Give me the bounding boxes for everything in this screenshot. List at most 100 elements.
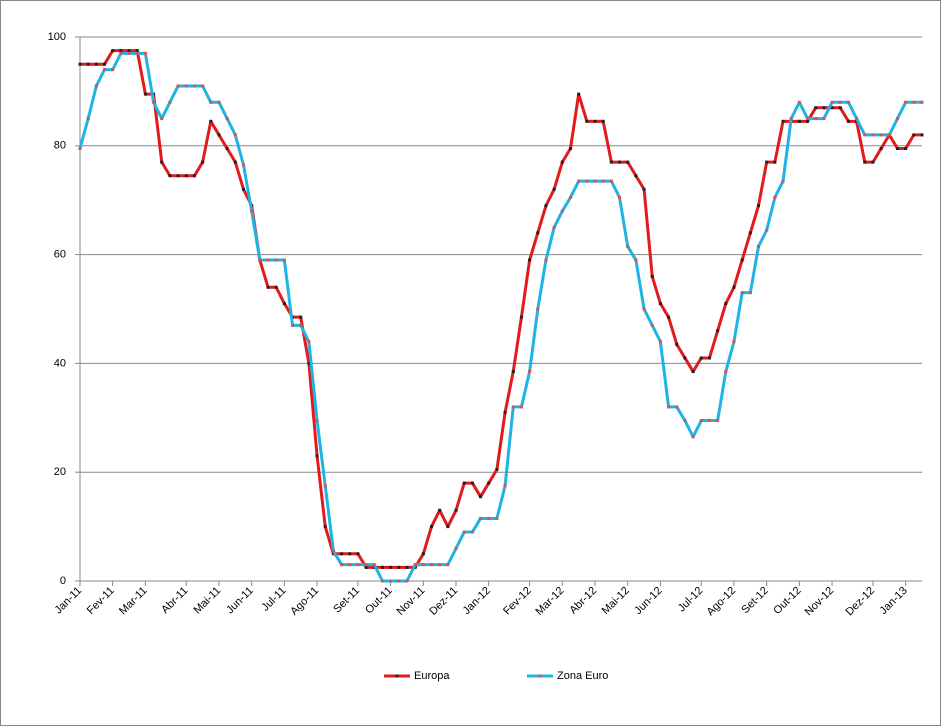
marker <box>94 62 98 66</box>
marker <box>830 106 834 110</box>
marker <box>822 106 826 110</box>
marker <box>299 315 303 319</box>
marker <box>372 563 376 567</box>
marker <box>658 340 662 344</box>
marker <box>266 285 270 289</box>
marker <box>274 285 278 289</box>
marker <box>479 516 483 520</box>
marker <box>78 62 82 66</box>
marker <box>806 117 810 121</box>
marker <box>389 565 393 569</box>
marker <box>430 563 434 567</box>
marker <box>192 84 196 88</box>
marker <box>560 160 564 164</box>
legend-label: Zona Euro <box>557 670 608 682</box>
marker <box>560 209 564 213</box>
marker <box>176 174 180 178</box>
y-tick-label: 60 <box>54 249 66 261</box>
marker <box>716 329 720 333</box>
marker <box>421 563 425 567</box>
y-tick-label: 0 <box>60 575 66 587</box>
marker <box>323 525 327 529</box>
marker <box>601 119 605 123</box>
marker <box>806 119 810 123</box>
marker <box>814 106 818 110</box>
marker <box>536 231 540 235</box>
marker <box>650 274 654 278</box>
legend-label: Europa <box>414 670 450 682</box>
marker <box>348 563 352 567</box>
marker <box>707 356 711 360</box>
marker <box>446 525 450 529</box>
marker <box>920 100 924 104</box>
marker <box>315 419 319 423</box>
marker <box>667 315 671 319</box>
marker <box>830 100 834 104</box>
marker <box>397 565 401 569</box>
marker <box>912 133 916 137</box>
marker <box>757 204 761 208</box>
marker <box>626 244 630 248</box>
marker <box>544 258 548 262</box>
marker <box>184 84 188 88</box>
marker <box>593 119 597 123</box>
marker <box>593 179 597 183</box>
marker <box>503 484 507 488</box>
marker <box>209 100 213 104</box>
marker <box>577 179 581 183</box>
marker <box>160 160 164 164</box>
marker <box>904 100 908 104</box>
marker <box>470 481 474 485</box>
marker <box>732 285 736 289</box>
marker <box>413 563 417 567</box>
marker <box>699 356 703 360</box>
marker <box>585 179 589 183</box>
marker <box>103 62 107 66</box>
marker <box>748 231 752 235</box>
marker <box>233 160 237 164</box>
marker <box>143 51 147 55</box>
marker <box>503 410 507 414</box>
marker <box>209 119 213 123</box>
series-line <box>80 49 922 569</box>
marker <box>78 147 82 151</box>
marker <box>601 179 605 183</box>
marker <box>871 160 875 164</box>
marker <box>634 258 638 262</box>
marker <box>585 119 589 123</box>
marker <box>438 508 442 512</box>
marker <box>282 302 286 306</box>
marker <box>217 133 221 137</box>
marker <box>552 225 556 229</box>
marker <box>299 323 303 327</box>
marker <box>454 508 458 512</box>
marker <box>863 133 867 137</box>
marker <box>773 195 777 199</box>
y-tick-label: 100 <box>48 31 66 43</box>
marker <box>233 133 237 137</box>
marker <box>438 563 442 567</box>
marker <box>519 405 523 409</box>
marker <box>740 258 744 262</box>
marker <box>675 405 679 409</box>
marker <box>201 84 205 88</box>
marker <box>781 179 785 183</box>
marker <box>650 323 654 327</box>
marker <box>111 68 115 72</box>
marker <box>380 565 384 569</box>
marker <box>380 579 384 583</box>
marker <box>609 179 613 183</box>
marker <box>397 579 401 583</box>
marker <box>797 119 801 123</box>
marker <box>340 552 344 556</box>
marker <box>356 563 360 567</box>
marker <box>895 147 899 151</box>
marker <box>855 117 859 121</box>
marker <box>642 187 646 191</box>
y-tick-label: 80 <box>54 140 66 152</box>
marker <box>634 174 638 178</box>
marker <box>618 195 622 199</box>
marker <box>364 563 368 567</box>
marker <box>192 174 196 178</box>
